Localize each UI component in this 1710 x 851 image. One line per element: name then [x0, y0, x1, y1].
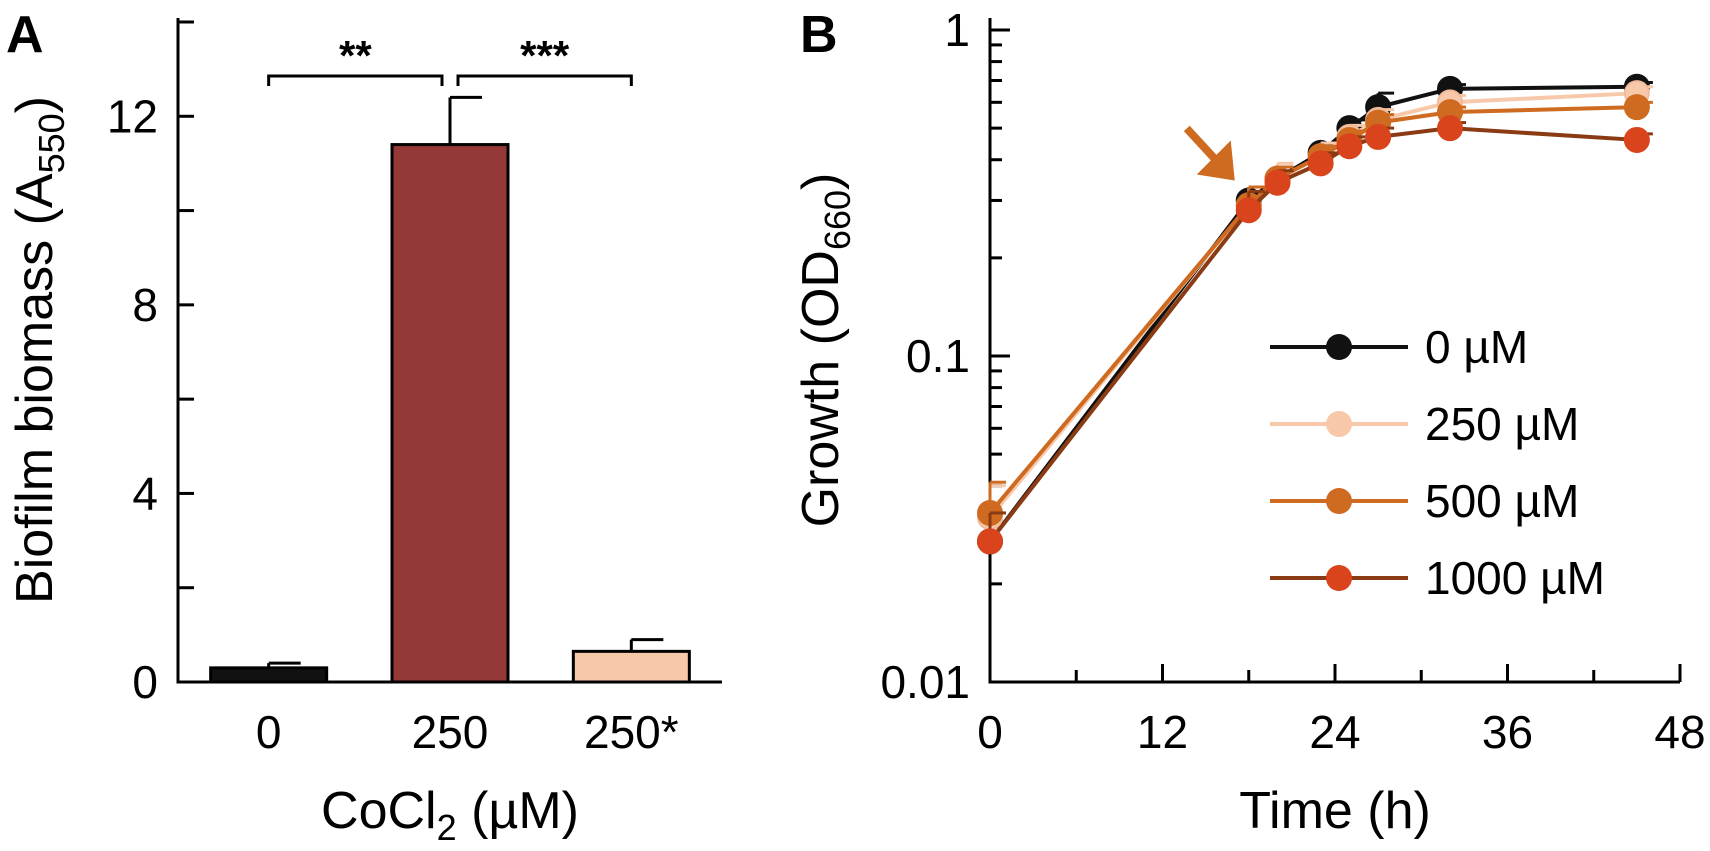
legend-item: 1000 µM [1270, 552, 1605, 604]
panel-a-x-tick-label: 250 [412, 706, 489, 758]
panel-a-significance-label: ** [339, 32, 372, 79]
panel-b-series [977, 115, 1653, 555]
panel-b-data-point [1264, 169, 1291, 196]
panel-b-x-tick-label: 0 [977, 706, 1003, 758]
legend-label: 500 µM [1425, 475, 1579, 527]
panel-a-x-title-rest: (µM) [457, 782, 579, 840]
legend-label: 250 µM [1425, 398, 1579, 450]
legend-label: 0 µM [1425, 321, 1528, 373]
panel-a-x-tick-label: 250* [584, 706, 679, 758]
panel-a-x-title: CoCl2 (µM) [321, 782, 579, 848]
panel-a-y-tick-label: 12 [107, 90, 158, 142]
panel-b-x-title: Time (h) [1239, 782, 1431, 840]
panel-b-x-tick-label: 48 [1654, 706, 1705, 758]
panel-a-significance-label: *** [520, 32, 570, 79]
panel-a-y-title-main: Biofilm biomass (A [6, 173, 64, 604]
onset-arrow [1183, 125, 1235, 181]
panel-a-y-title: Biofilm biomass (A550) [6, 96, 72, 604]
panel-b-data-point [1365, 123, 1392, 150]
panel-b-data-point [1437, 115, 1463, 142]
panel-b-y-tick-label: 0.01 [880, 656, 970, 708]
panel-b-y-title-main: Growth (OD [792, 250, 850, 527]
panel-b-label: B [800, 6, 838, 64]
panel-b-x-tick-label: 36 [1482, 706, 1533, 758]
panel-a-significance-bracket [456, 74, 633, 86]
legend-marker [1326, 565, 1352, 591]
panel-a-significance-bracket [267, 74, 444, 86]
legend-item: 250 µM [1270, 398, 1579, 450]
panel-a-y-tick-label: 8 [132, 279, 158, 331]
panel-a-bar [390, 143, 510, 684]
panel-b-data-point [1623, 94, 1650, 121]
legend-marker [1326, 334, 1352, 360]
panel-a-y-tick-label: 4 [132, 467, 158, 519]
onset-arrow-head [1196, 140, 1235, 181]
panel-a-y-title-sub: 550 [31, 113, 72, 173]
panel-b-data-point [1336, 133, 1363, 160]
panel-b-y-title-rest: ) [792, 173, 850, 190]
legend-marker [1326, 488, 1352, 514]
panel-b-y-tick-label: 1 [944, 4, 970, 56]
panel-b-data-point [1307, 150, 1334, 177]
panel-a-label: A [6, 6, 44, 64]
legend-item: 0 µM [1270, 321, 1528, 373]
panel-a-x-title-sub: 2 [437, 807, 457, 848]
legend-label: 1000 µM [1425, 552, 1605, 604]
panel-b-y-tick-label: 0.1 [906, 330, 970, 382]
panel-a-y-title-rest: ) [6, 96, 64, 113]
panel-b-data-point [1623, 126, 1650, 153]
panel-b-x-tick-label: 12 [1137, 706, 1188, 758]
legend-item: 500 µM [1270, 475, 1579, 527]
legend-marker [1326, 411, 1352, 437]
panel-a-y-tick-label: 0 [132, 656, 158, 708]
panel-b-y-title-sub: 660 [817, 190, 858, 250]
panel-a-x-tick-label: 0 [256, 706, 282, 758]
panel-a-x-title-main: CoCl [321, 782, 437, 840]
panel-b-data-point [977, 528, 1003, 555]
panel-b-y-title: Growth (OD660) [792, 173, 858, 528]
panel-a-bar [571, 649, 691, 684]
panel-a-bar [209, 666, 329, 684]
panel-b-data-point [1235, 197, 1262, 224]
panel-b-x-tick-label: 24 [1309, 706, 1360, 758]
